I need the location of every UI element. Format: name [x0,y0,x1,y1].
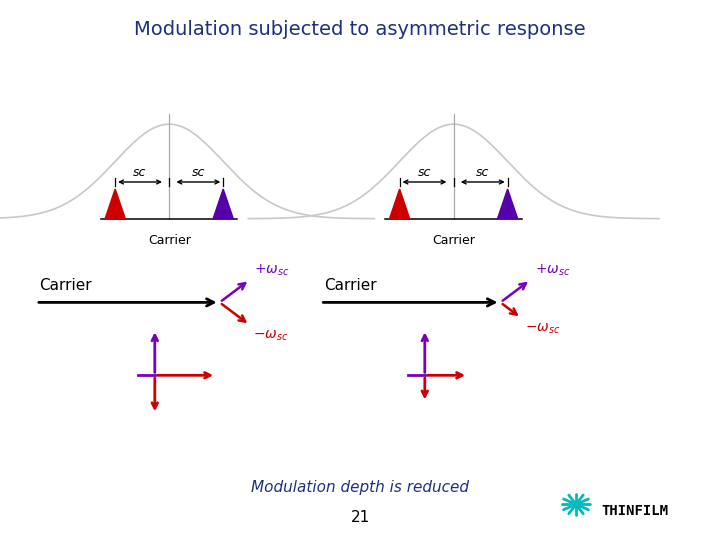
Text: sc: sc [133,166,147,179]
Text: Carrier: Carrier [432,234,475,247]
Text: $-\omega_{sc}$: $-\omega_{sc}$ [525,321,560,335]
Text: Modulation depth is reduced: Modulation depth is reduced [251,480,469,495]
Text: Modulation subjected to asymmetric response: Modulation subjected to asymmetric respo… [134,20,586,39]
Text: $-\omega_{sc}$: $-\omega_{sc}$ [253,328,289,342]
Polygon shape [105,189,125,219]
Text: Carrier: Carrier [324,278,377,293]
Text: $+\omega_{sc}$: $+\omega_{sc}$ [535,262,570,278]
Text: Carrier: Carrier [40,278,92,293]
Text: sc: sc [192,166,205,179]
Text: 21: 21 [351,510,369,525]
Text: $+\omega_{sc}$: $+\omega_{sc}$ [254,262,289,278]
Text: THINFILM: THINFILM [601,504,668,518]
Text: sc: sc [418,166,431,179]
Polygon shape [498,189,518,219]
Polygon shape [213,189,233,219]
Text: Carrier: Carrier [148,234,191,247]
Text: sc: sc [476,166,490,179]
Polygon shape [390,189,410,219]
